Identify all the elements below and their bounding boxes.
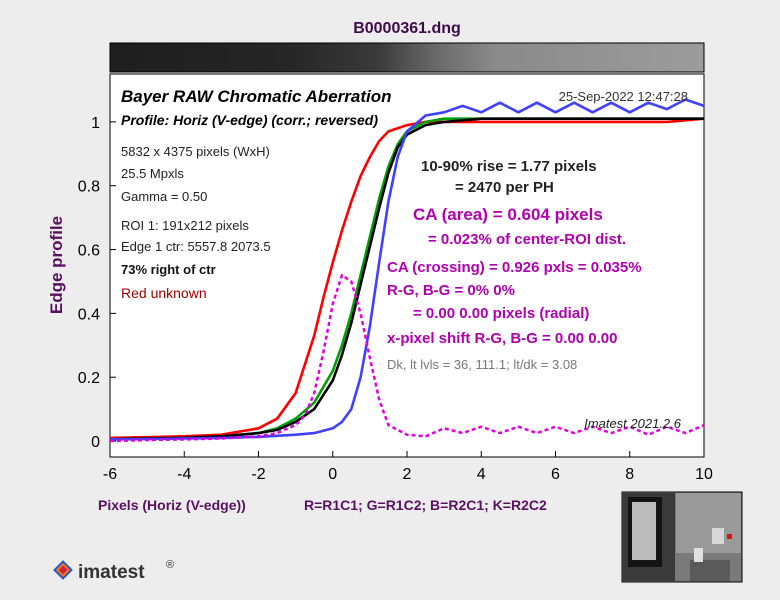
y-tick-label: 0.4 bbox=[78, 306, 100, 323]
x-tick-label: 2 bbox=[403, 466, 412, 483]
imatest-logo: imatest ® bbox=[53, 559, 174, 583]
y-tick-label: 0.8 bbox=[78, 179, 100, 196]
ca-crossing-line: R-G, B-G = 0% 0% bbox=[387, 282, 515, 299]
info-line: ROI 1: 191x212 pixels bbox=[121, 218, 249, 233]
y-tick-label: 0 bbox=[91, 434, 100, 451]
x-tick-label: -4 bbox=[177, 466, 191, 483]
x-tick-label: -6 bbox=[103, 466, 117, 483]
x-tick-label: 6 bbox=[551, 466, 560, 483]
axis-ticks: -6 -4 -2 0 2 4 6 8 10 0 0.2 0.4 0.6 0.8 1 bbox=[78, 115, 713, 483]
y-tick-label: 0.2 bbox=[78, 370, 100, 387]
x-tick-label: 10 bbox=[695, 466, 713, 483]
rise-line: = 2470 per PH bbox=[455, 179, 554, 196]
series-layer bbox=[110, 98, 704, 443]
ca-crossing-line: CA (crossing) = 0.926 pxls = 0.035% bbox=[387, 259, 642, 276]
ca-area-line: CA (area) = 0.604 pixels bbox=[413, 205, 603, 224]
position-note: 73% right of ctr bbox=[121, 262, 216, 277]
x-tick-label: 0 bbox=[328, 466, 337, 483]
info-line: 5832 x 4375 pixels (WxH) bbox=[121, 144, 270, 159]
ca-area-line: = 0.023% of center-ROI dist. bbox=[428, 231, 626, 248]
x-axis-label: Pixels (Horiz (V-edge)) bbox=[98, 497, 246, 513]
color-note: Red unknown bbox=[121, 285, 207, 301]
info-line: 25.5 Mpxls bbox=[121, 166, 184, 181]
levels-line: Dk, lt lvls = 36, 111.1; lt/dk = 3.08 bbox=[387, 357, 577, 372]
series-line-4 bbox=[110, 273, 704, 443]
x-tick-label: -2 bbox=[251, 466, 265, 483]
file-title: B0000361.dng bbox=[353, 20, 461, 37]
y-tick-label: 1 bbox=[91, 115, 100, 132]
channel-legend: R=R1C1; G=R1C2; B=R2C1; K=R2C2 bbox=[304, 497, 547, 513]
chart-title: Bayer RAW Chromatic Aberration bbox=[121, 87, 391, 106]
timestamp: 25-Sep-2022 12:47:28 bbox=[559, 89, 688, 104]
x-tick-label: 8 bbox=[625, 466, 634, 483]
ca-crossing-line: x-pixel shift R-G, B-G = 0.00 0.00 bbox=[387, 330, 618, 347]
plot-area bbox=[109, 73, 705, 458]
logo-text: imatest bbox=[78, 562, 145, 583]
chart-subtitle: Profile: Horiz (V-edge) (corr.; reversed… bbox=[121, 112, 378, 128]
x-tick-label: 4 bbox=[477, 466, 486, 483]
version-label: Imatest 2021.2.6 bbox=[584, 416, 682, 431]
series-line-2 bbox=[110, 117, 704, 441]
edge-gradient-strip bbox=[109, 42, 705, 73]
logo-registered-mark: ® bbox=[166, 559, 174, 571]
series-line-3 bbox=[110, 98, 704, 441]
y-tick-label: 0.6 bbox=[78, 243, 100, 260]
rise-line: 10-90% rise = 1.77 pixels bbox=[421, 158, 597, 175]
series-line-0 bbox=[110, 117, 704, 440]
info-line: Gamma = 0.50 bbox=[121, 189, 207, 204]
roi-thumbnail bbox=[621, 491, 743, 583]
info-line: Edge 1 ctr: 5557.8 2073.5 bbox=[121, 239, 271, 254]
ca-crossing-line: = 0.00 0.00 pixels (radial) bbox=[413, 305, 589, 322]
y-axis-label: Edge profile bbox=[47, 216, 66, 314]
